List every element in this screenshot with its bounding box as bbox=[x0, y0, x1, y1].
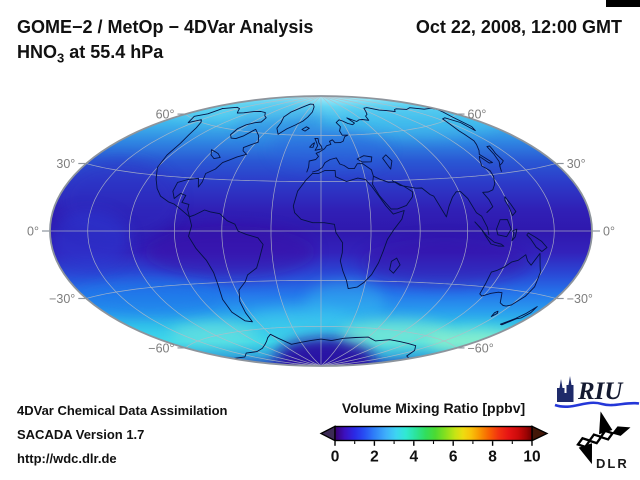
colorbar-gradient-bar bbox=[334, 425, 533, 442]
graticule bbox=[50, 96, 592, 366]
credit-line-assimilation: 4DVar Chemical Data Assimilation bbox=[17, 403, 228, 418]
species-formula: HNO bbox=[17, 42, 57, 62]
map-field bbox=[50, 96, 592, 366]
colorbar-tick-label: 4 bbox=[409, 449, 418, 466]
dlr-logo-text: DLR bbox=[596, 456, 629, 471]
latitude-label-right: −30° bbox=[567, 292, 593, 306]
colorbar-title: Volume Mixing Ratio [ppbv] bbox=[341, 400, 526, 416]
latitude-label-left: 30° bbox=[56, 157, 75, 171]
riu-wave-icon bbox=[554, 401, 640, 408]
pressure-level: at 55.4 hPa bbox=[64, 42, 164, 62]
timestamp: Oct 22, 2008, 12:00 GMT bbox=[415, 17, 622, 37]
top-right-black-bar bbox=[606, 0, 640, 7]
subtitle-species-level: HNO3 at 55.4 hPa bbox=[17, 42, 163, 66]
colorbar-tick-label: 2 bbox=[370, 449, 379, 466]
colorbar-tick-label: 10 bbox=[523, 449, 540, 466]
latitude-label-right: 0° bbox=[603, 225, 615, 239]
page-title: GOME−2 / MetOp − 4DVar Analysis bbox=[17, 17, 314, 37]
colorbar-under-arrow bbox=[319, 425, 336, 442]
colorbar-tick-label: 6 bbox=[449, 449, 458, 466]
colorbar-tick-label: 8 bbox=[488, 449, 497, 466]
colorbar-over-arrow bbox=[531, 425, 549, 442]
world-map: 60° 60° 30° 30° 0° 0° −30° −30° −60° −60° bbox=[27, 95, 615, 367]
latitude-label-left: 0° bbox=[27, 225, 39, 239]
riu-logo-text: RIU bbox=[577, 378, 624, 405]
credit-line-url: http://wdc.dlr.de bbox=[17, 451, 117, 466]
colorbar-tick-label: 0 bbox=[331, 449, 340, 466]
dlr-emblem-icon bbox=[576, 411, 631, 465]
credit-line-version: SACADA Version 1.7 bbox=[17, 427, 145, 442]
credits-block: 4DVar Chemical Data Assimilation SACADA … bbox=[17, 399, 228, 471]
species-subscript: 3 bbox=[57, 50, 65, 66]
cathedral-icon bbox=[557, 376, 574, 402]
dlr-logo: DLR bbox=[576, 411, 631, 471]
latitude-label-left: −60° bbox=[148, 341, 174, 355]
latitude-label-right: 30° bbox=[567, 157, 586, 171]
latitude-label-right: −60° bbox=[468, 341, 494, 355]
latitude-label-right: 60° bbox=[468, 108, 487, 122]
map-outline bbox=[49, 95, 593, 367]
latitude-label-left: 60° bbox=[156, 108, 175, 122]
riu-logo: RIU bbox=[554, 376, 640, 408]
coastlines bbox=[155, 103, 548, 360]
latitude-label-left: −30° bbox=[49, 292, 75, 306]
colorbar: 0 2 4 6 8 10 bbox=[319, 425, 549, 466]
